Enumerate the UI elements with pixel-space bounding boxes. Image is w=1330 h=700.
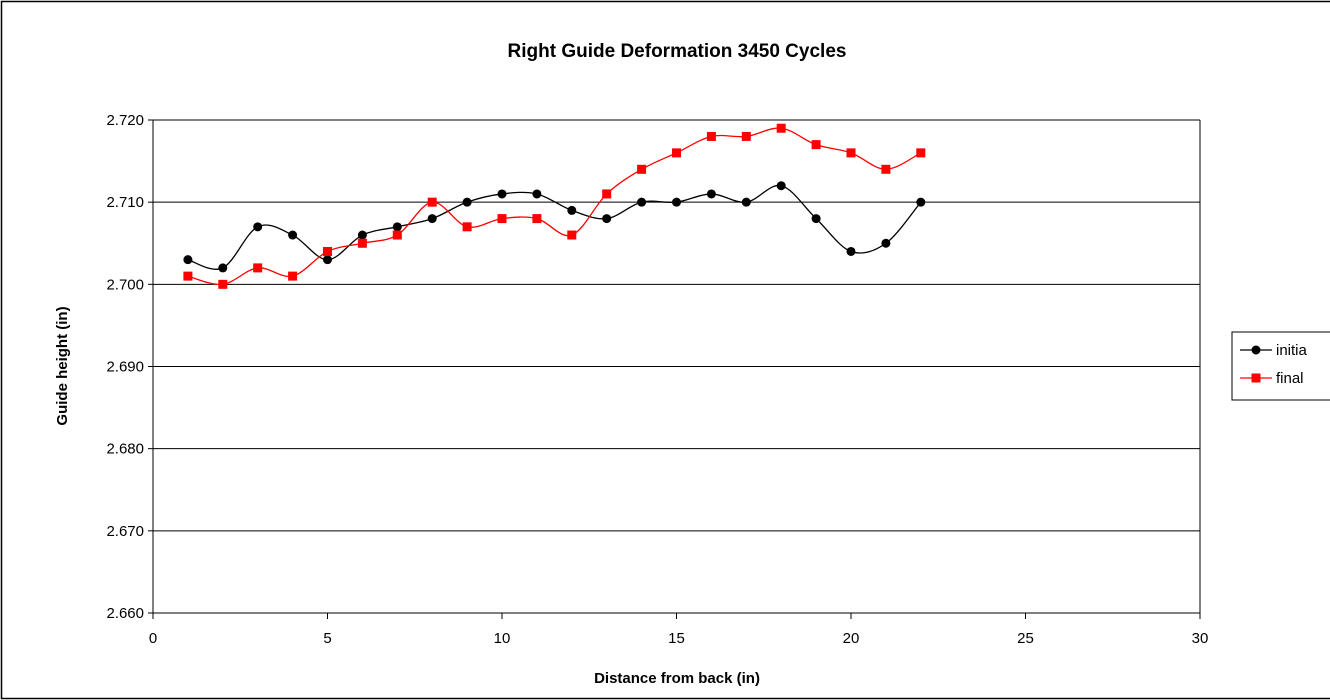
data-point-final xyxy=(253,263,263,273)
series-group xyxy=(183,123,926,289)
x-tick-label: 20 xyxy=(843,630,860,647)
data-point-initial xyxy=(323,255,332,265)
y-tick-label: 2.660 xyxy=(106,605,144,622)
data-point-final xyxy=(357,238,367,248)
x-tick-label: 25 xyxy=(1017,630,1034,647)
data-point-final xyxy=(706,131,716,141)
x-tick-label: 5 xyxy=(323,630,331,647)
data-point-final xyxy=(288,271,298,281)
data-point-final xyxy=(637,164,647,174)
data-point-final xyxy=(497,214,507,224)
data-point-initial xyxy=(218,263,228,273)
data-point-final xyxy=(462,222,472,232)
data-point-initial xyxy=(637,197,647,207)
data-point-initial xyxy=(427,214,437,224)
legend-marker xyxy=(1251,345,1261,355)
data-point-initial xyxy=(253,222,263,232)
data-point-initial xyxy=(392,222,402,232)
data-point-initial xyxy=(288,230,298,240)
data-point-initial xyxy=(532,189,542,199)
x-axis-ticks: 0 5 10 15 20 25 30 xyxy=(149,613,1209,647)
chart-title: Right Guide Deformation 3450 Cycles xyxy=(508,41,847,62)
data-point-initial xyxy=(357,230,367,240)
data-point-initial xyxy=(846,246,856,256)
data-point-initial xyxy=(602,214,612,224)
legend: initia final xyxy=(1231,331,1330,401)
series-line-final xyxy=(187,127,922,286)
series-initial xyxy=(183,181,926,273)
data-point-initial xyxy=(916,197,926,207)
y-axis-title: Guide height (in) xyxy=(54,306,71,425)
y-tick-label: 2.690 xyxy=(106,359,144,376)
y-tick-label: 2.700 xyxy=(106,276,144,293)
data-point-final xyxy=(846,148,856,158)
data-point-final xyxy=(532,214,542,224)
y-tick-label: 2.670 xyxy=(106,523,144,540)
data-point-final xyxy=(881,164,891,174)
legend-item-initial: initia xyxy=(1240,342,1308,359)
x-tick-label: 30 xyxy=(1192,630,1209,647)
data-point-initial xyxy=(881,238,891,248)
legend-item-final: final xyxy=(1240,370,1304,387)
x-tick-label: 10 xyxy=(494,630,511,647)
y-tick-label: 2.710 xyxy=(106,194,144,211)
y-axis-ticks: 2.660 2.670 2.680 2.690 2.700 2.710 2.720 xyxy=(106,112,153,622)
data-point-initial xyxy=(776,181,786,191)
legend-marker xyxy=(1251,373,1261,383)
data-point-initial xyxy=(706,189,716,199)
data-point-final xyxy=(323,246,332,256)
data-point-initial xyxy=(567,205,577,215)
series-final xyxy=(183,123,926,289)
data-point-final xyxy=(183,271,193,281)
series-line-initial xyxy=(187,184,922,270)
data-point-initial xyxy=(811,214,821,224)
x-tick-label: 0 xyxy=(149,630,157,647)
data-point-final xyxy=(811,140,821,150)
y-tick-label: 2.680 xyxy=(106,441,144,458)
data-point-initial xyxy=(672,197,681,207)
legend-label: final xyxy=(1276,370,1304,387)
data-point-final xyxy=(567,230,577,240)
data-point-final xyxy=(427,197,437,207)
data-point-final xyxy=(602,189,612,199)
data-point-final xyxy=(916,148,926,158)
data-point-initial xyxy=(741,197,751,207)
x-tick-label: 15 xyxy=(668,630,685,647)
legend-box xyxy=(1231,331,1330,401)
data-point-final xyxy=(218,279,228,289)
x-axis-title: Distance from back (in) xyxy=(594,670,760,687)
data-point-initial xyxy=(462,197,472,207)
data-point-final xyxy=(392,230,402,240)
data-point-final xyxy=(672,148,681,158)
data-point-final xyxy=(776,123,786,133)
data-point-initial xyxy=(183,255,193,265)
y-tick-label: 2.720 xyxy=(106,112,144,129)
data-point-final xyxy=(741,131,751,141)
data-point-initial xyxy=(497,189,507,199)
legend-label: initia xyxy=(1276,342,1308,359)
